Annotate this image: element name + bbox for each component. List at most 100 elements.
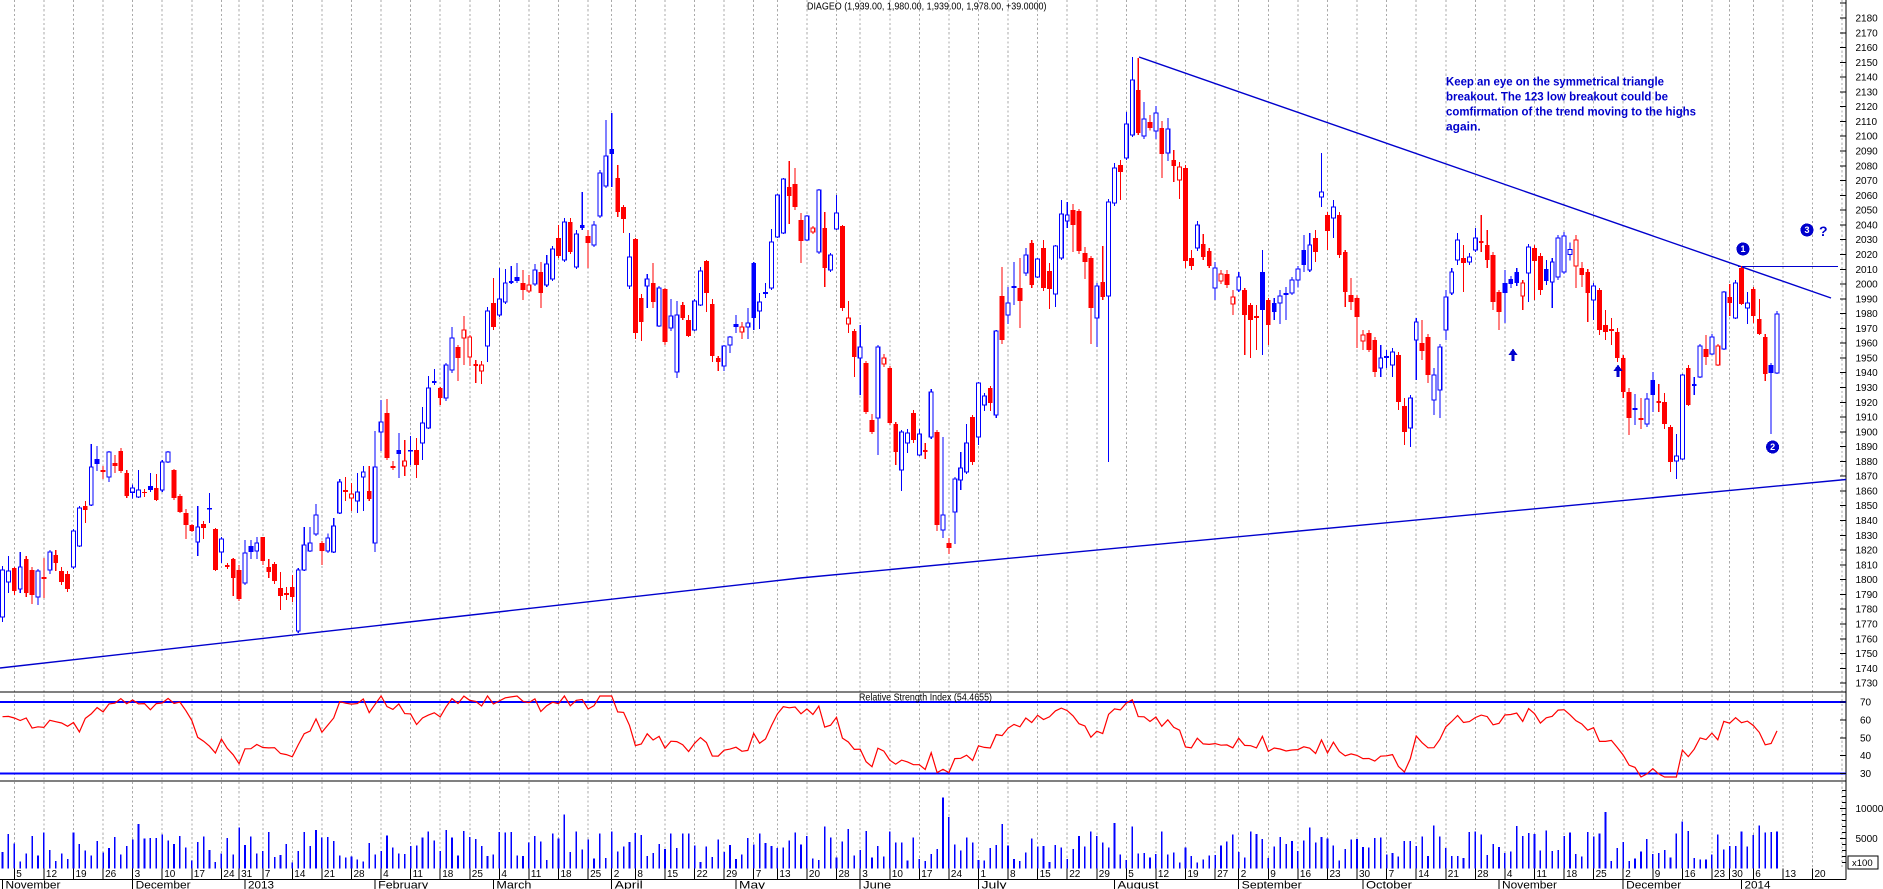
svg-text:24: 24 [223,869,235,880]
svg-text:1770: 1770 [1856,620,1879,631]
svg-text:1790: 1790 [1856,590,1879,601]
svg-text:11: 11 [531,869,542,880]
svg-text:21: 21 [324,869,336,880]
svg-text:February: February [378,880,429,889]
svg-text:1900: 1900 [1856,427,1879,438]
svg-text:6: 6 [1755,869,1761,880]
svg-text:1: 1 [981,869,987,880]
svg-text:?: ? [1819,223,1828,239]
svg-text:2030: 2030 [1856,235,1879,246]
svg-text:31: 31 [241,869,253,880]
svg-text:11: 11 [1537,869,1548,880]
svg-text:12: 12 [46,869,58,880]
svg-text:1960: 1960 [1856,339,1879,350]
svg-text:November: November [6,880,61,889]
svg-text:1810: 1810 [1856,560,1879,571]
svg-text:2170: 2170 [1856,28,1879,39]
svg-text:2040: 2040 [1856,220,1879,231]
svg-text:1990: 1990 [1856,294,1879,305]
svg-text:23: 23 [1330,869,1342,880]
svg-text:October: October [1366,880,1412,889]
svg-text:18: 18 [1566,869,1578,880]
svg-text:50: 50 [1860,733,1872,744]
svg-text:1780: 1780 [1856,605,1879,616]
svg-text:15: 15 [1040,869,1052,880]
svg-text:1830: 1830 [1856,531,1879,542]
svg-text:10: 10 [892,869,904,880]
svg-text:13: 13 [779,869,791,880]
svg-text:2100: 2100 [1856,132,1879,143]
svg-text:17: 17 [194,869,206,880]
svg-text:30: 30 [1860,769,1872,780]
svg-text:1980: 1980 [1856,309,1879,320]
svg-text:11: 11 [413,869,424,880]
svg-text:24: 24 [951,869,963,880]
svg-text:12: 12 [1158,869,1170,880]
svg-text:27: 27 [1217,869,1229,880]
svg-text:May: May [739,880,766,889]
svg-text:15: 15 [667,869,679,880]
svg-text:1930: 1930 [1856,383,1879,394]
svg-text:1740: 1740 [1856,664,1879,675]
svg-text:7: 7 [1389,869,1395,880]
svg-text:40: 40 [1860,751,1872,762]
svg-text:26: 26 [105,869,117,880]
svg-text:29: 29 [726,869,738,880]
svg-text:18: 18 [561,869,573,880]
svg-text:25: 25 [1596,869,1608,880]
svg-text:2080: 2080 [1856,161,1879,172]
svg-text:19: 19 [76,869,88,880]
svg-text:1840: 1840 [1856,516,1879,527]
svg-text:22: 22 [697,869,709,880]
svg-text:3: 3 [135,869,141,880]
svg-text:30: 30 [1359,869,1371,880]
svg-text:20: 20 [1815,869,1827,880]
svg-text:2: 2 [1625,869,1631,880]
svg-text:again.: again. [1446,120,1481,134]
svg-text:December: December [1626,880,1681,889]
svg-text:14: 14 [294,869,306,880]
svg-text:13: 13 [1785,869,1797,880]
svg-text:1820: 1820 [1856,546,1879,557]
svg-text:23: 23 [1714,869,1726,880]
svg-text:5: 5 [1128,869,1134,880]
svg-text:August: August [1118,880,1159,889]
svg-text:March: March [496,880,531,889]
svg-text:25: 25 [472,869,484,880]
svg-text:7: 7 [265,869,271,880]
svg-text:5000: 5000 [1856,834,1879,845]
svg-text:2: 2 [614,869,620,880]
svg-text:November: November [1502,880,1557,889]
svg-text:4: 4 [383,869,389,880]
svg-text:20: 20 [809,869,821,880]
svg-text:9: 9 [1655,869,1661,880]
svg-text:2014: 2014 [1745,880,1771,889]
svg-text:2070: 2070 [1856,176,1879,187]
svg-text:16: 16 [1300,869,1312,880]
svg-text:2160: 2160 [1856,43,1879,54]
svg-text:8: 8 [637,869,643,880]
svg-text:25: 25 [590,869,602,880]
svg-text:21: 21 [1448,869,1460,880]
svg-text:1800: 1800 [1856,575,1879,586]
svg-text:April: April [615,880,643,889]
svg-text:comfirmation of the trend movi: comfirmation of the trend moving to the … [1446,105,1696,119]
svg-text:2110: 2110 [1856,117,1878,128]
svg-text:1730: 1730 [1856,679,1879,690]
svg-text:1760: 1760 [1856,634,1879,645]
svg-text:1950: 1950 [1856,353,1879,364]
svg-text:3: 3 [862,869,868,880]
svg-text:1750: 1750 [1856,649,1879,660]
svg-text:9: 9 [1270,869,1276,880]
svg-text:2013: 2013 [248,880,274,889]
svg-text:1880: 1880 [1856,457,1879,468]
svg-text:2090: 2090 [1856,147,1879,158]
svg-text:2180: 2180 [1856,14,1879,25]
svg-text:September: September [1242,880,1302,889]
svg-text:1850: 1850 [1856,501,1879,512]
svg-text:2010: 2010 [1856,265,1879,276]
svg-text:22: 22 [1069,869,1081,880]
svg-text:Keep an eye on the symmetrical: Keep an eye on the symmetrical triangle [1446,75,1664,89]
svg-text:10000: 10000 [1856,804,1883,815]
svg-text:8: 8 [1010,869,1016,880]
